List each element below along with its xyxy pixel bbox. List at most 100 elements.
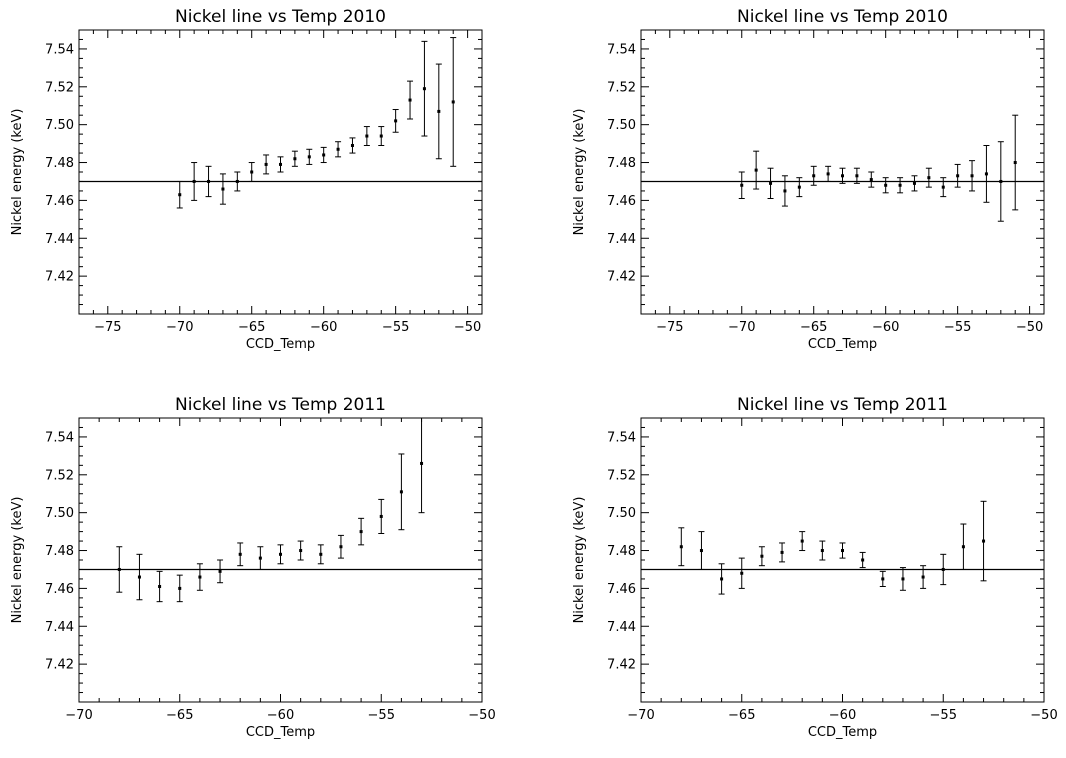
y-tick-label: 7.52 xyxy=(45,80,74,95)
x-tick-label: −70 xyxy=(627,708,654,723)
chart-panel-4: −70 −65 −60 −55 −50 7.42 7.44 7.46 7.48 7.50 7.52 7… xyxy=(572,395,1058,740)
data-point xyxy=(399,490,403,494)
x-tick-label: −75 xyxy=(94,320,121,335)
data-point xyxy=(359,530,363,534)
y-tick-label: 7.48 xyxy=(45,544,74,559)
data-point xyxy=(861,558,865,562)
chart-panel-3: −70 −65 −60 −55 −50 7.42 7.44 7.46 7.48 7.50 7.52 7… xyxy=(10,395,496,740)
y-tick-label: 7.46 xyxy=(45,582,74,597)
data-point xyxy=(264,162,268,166)
data-series xyxy=(738,114,1019,222)
chart-panel-1: −75 −70 −65 −60 −55 −50 7.42 7.44 7.46 7.48 7.50 7.… xyxy=(10,7,483,352)
y-axis-label: Nickel energy (keV) xyxy=(10,109,25,236)
x-axis-label: CCD_Temp xyxy=(246,337,315,352)
x-tick-label: −75 xyxy=(656,320,683,335)
data-point xyxy=(820,549,824,553)
data-point xyxy=(912,181,916,185)
x-tick-label: −65 xyxy=(166,708,193,723)
y-tick-label: 7.42 xyxy=(45,658,74,673)
data-point xyxy=(921,575,925,579)
data-point xyxy=(339,545,343,549)
x-tick-label: −60 xyxy=(310,320,337,335)
y-tick-label: 7.44 xyxy=(607,232,636,247)
chart-panel-2: −75 −70 −65 −60 −55 −50 7.42 7.44 7.46 7.48 7.50 7.… xyxy=(572,7,1045,352)
y-tick-label: 7.42 xyxy=(607,270,636,285)
x-tick-label: −70 xyxy=(728,320,755,335)
data-point xyxy=(881,577,885,581)
data-point xyxy=(841,174,844,178)
x-tick-label: −55 xyxy=(930,708,957,723)
x-axis-label: CCD_Temp xyxy=(808,725,877,740)
data-point xyxy=(812,174,816,178)
x-tick-label: −50 xyxy=(468,708,495,723)
data-series xyxy=(678,500,987,595)
y-tick-label: 7.52 xyxy=(607,468,636,483)
data-point xyxy=(238,552,242,556)
data-point xyxy=(800,539,804,543)
data-point xyxy=(422,87,426,91)
x-tick-label: −70 xyxy=(166,320,193,335)
data-point xyxy=(221,187,225,191)
y-tick-label: 7.54 xyxy=(45,42,74,57)
data-point xyxy=(379,514,383,518)
data-point xyxy=(319,552,323,556)
data-point xyxy=(117,567,121,571)
data-point xyxy=(437,109,441,113)
x-axis-label: CCD_Temp xyxy=(808,337,877,352)
data-point xyxy=(869,178,873,182)
data-point xyxy=(293,157,297,161)
data-point xyxy=(258,556,262,560)
y-tick-label: 7.46 xyxy=(45,194,74,209)
data-point xyxy=(941,567,945,571)
y-tick-label: 7.46 xyxy=(607,194,636,209)
x-tick-label: −60 xyxy=(267,708,294,723)
data-point xyxy=(408,98,412,102)
data-series xyxy=(116,418,425,603)
data-point xyxy=(901,577,905,581)
data-point xyxy=(158,585,162,589)
y-tick-label: 7.52 xyxy=(607,80,636,95)
data-point xyxy=(999,179,1003,183)
y-tick-label: 7.54 xyxy=(607,430,636,445)
data-point xyxy=(941,185,945,189)
x-tick-label: −65 xyxy=(800,320,827,335)
y-tick-label: 7.46 xyxy=(607,582,636,597)
data-point xyxy=(379,134,383,138)
data-point xyxy=(279,162,282,166)
data-point xyxy=(279,552,282,556)
data-point xyxy=(898,183,902,187)
data-point xyxy=(826,172,830,176)
y-tick-label: 7.48 xyxy=(45,156,74,171)
data-point xyxy=(178,193,182,197)
data-point xyxy=(250,170,254,174)
data-point xyxy=(420,461,424,465)
data-point xyxy=(783,189,787,193)
data-point xyxy=(984,172,988,176)
data-point xyxy=(307,155,311,159)
data-point xyxy=(679,545,683,549)
y-tick-label: 7.54 xyxy=(45,430,74,445)
y-tick-label: 7.54 xyxy=(607,42,636,57)
data-point xyxy=(451,100,455,104)
data-point xyxy=(198,575,202,579)
data-point xyxy=(299,549,303,553)
data-point xyxy=(956,174,960,178)
x-tick-label: −50 xyxy=(1030,708,1057,723)
x-tick-label: −50 xyxy=(454,320,481,335)
x-tick-label: −55 xyxy=(944,320,971,335)
data-point xyxy=(350,143,354,147)
x-tick-label: −55 xyxy=(368,708,395,723)
data-point xyxy=(769,181,773,185)
x-tick-label: −65 xyxy=(238,320,265,335)
data-point xyxy=(855,174,859,178)
data-point xyxy=(760,554,764,558)
data-point xyxy=(740,183,744,187)
y-axis-label: Nickel energy (keV) xyxy=(10,497,25,624)
data-point xyxy=(884,183,888,187)
chart-title: Nickel line vs Temp 2011 xyxy=(175,395,386,415)
data-point xyxy=(961,545,965,549)
data-point xyxy=(780,550,784,554)
data-point xyxy=(720,577,724,581)
data-point xyxy=(797,185,801,189)
